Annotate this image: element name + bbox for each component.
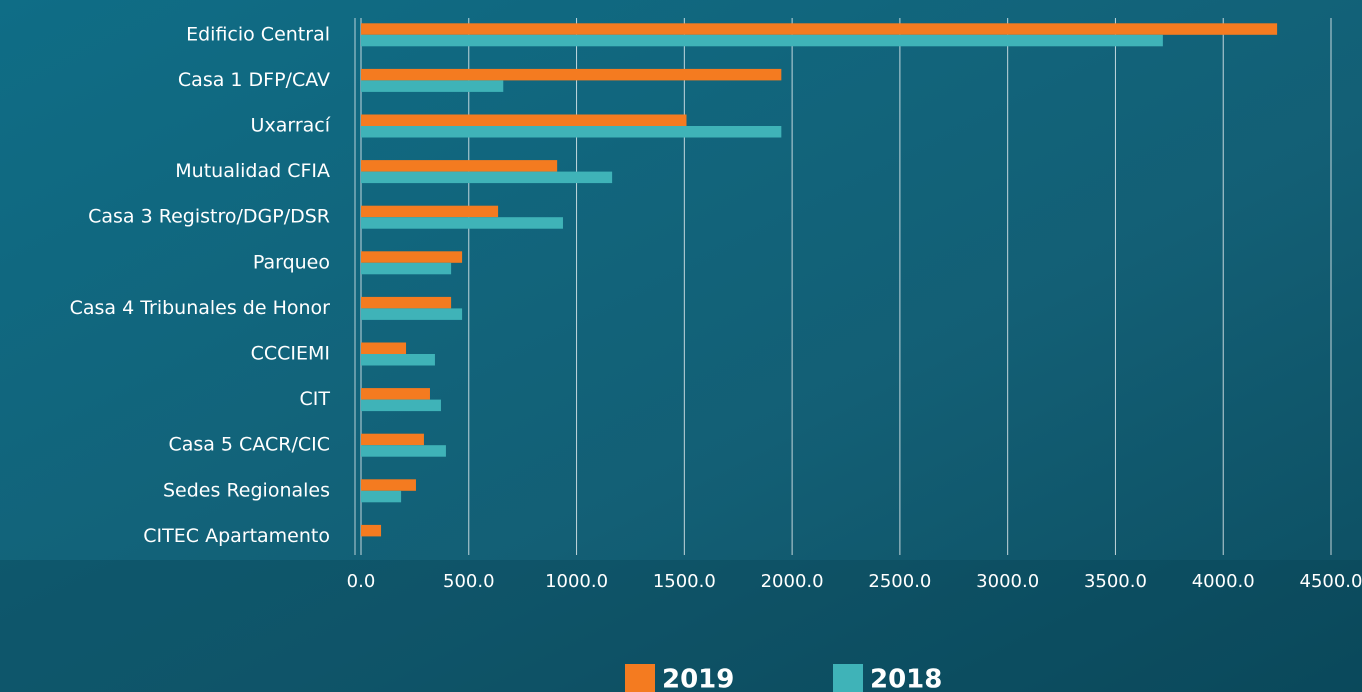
background-band [0,560,1362,692]
y-tick-label: CITEC Apartamento [143,525,330,547]
y-tick-label: Edificio Central [186,23,330,45]
x-tick-label: 1000.0 [545,571,608,592]
legend-label: 2018 [870,665,942,692]
bar [361,126,782,138]
y-tick-label: Casa 4 Tribunales de Honor [70,297,331,319]
y-tick-label: Uxarrací [251,115,331,137]
y-tick-label: Sedes Regionales [163,479,330,501]
bar [361,23,1278,35]
y-tick-label: Parqueo [253,251,330,273]
bar [361,524,382,537]
bar [361,399,441,412]
bar [361,388,430,400]
bar [361,433,424,446]
bar [361,445,446,457]
x-tick-label: 3000.0 [976,571,1039,592]
x-tick-label: 4000.0 [1192,571,1255,592]
x-tick-label: 4500.0 [1300,571,1362,592]
y-tick-label: Casa 5 CACR/CIC [168,434,330,456]
y-tick-label: CIT [300,388,331,410]
bar [361,171,613,184]
legend-swatch [625,664,655,692]
y-tick-label: CCCIEMI [251,343,330,365]
bar [361,251,463,263]
legend-swatch [833,664,863,692]
bar [361,114,687,126]
bar [361,68,782,81]
bar [361,217,563,229]
bar [361,342,407,354]
bar [361,490,402,503]
bar [361,296,452,309]
x-tick-label: 2500.0 [868,571,931,592]
bar [361,262,452,275]
y-tick-label: Mutualidad CFIA [175,160,330,182]
legend-label: 2019 [662,665,734,692]
bar [361,354,435,366]
bar [361,80,504,92]
x-tick-label: 0.0 [347,571,376,592]
bar [361,308,463,320]
x-tick-label: 500.0 [443,571,495,592]
x-tick-label: 3500.0 [1084,571,1147,592]
x-tick-label: 1500.0 [653,571,716,592]
x-tick-label: 2000.0 [761,571,824,592]
y-tick-label: Casa 1 DFP/CAV [178,69,330,91]
bar [361,479,416,491]
bar [361,34,1163,47]
bar [361,205,499,218]
y-tick-label: Casa 3 Registro/DGP/DSR [88,206,330,228]
bar [361,160,558,172]
